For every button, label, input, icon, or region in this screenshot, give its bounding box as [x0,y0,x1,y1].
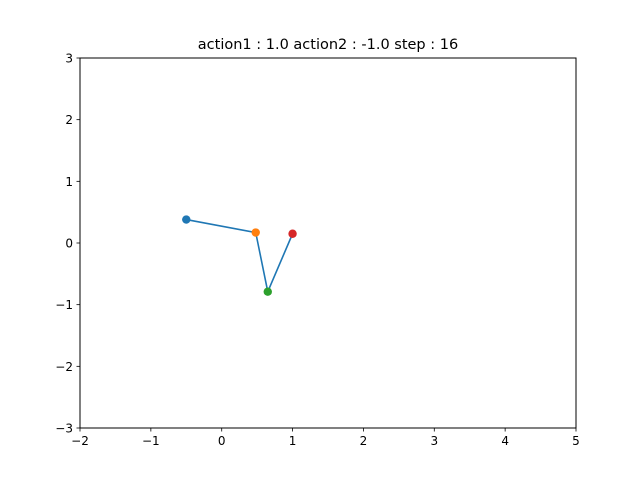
x-tick-label: 1 [289,434,297,448]
x-tick-label: 2 [360,434,368,448]
y-tick-label: 0 [65,237,73,251]
x-tick-label: −2 [71,434,89,448]
x-tick-label: 4 [501,434,509,448]
x-axis: −2 −1 0 1 2 3 4 5 [71,428,580,448]
plot-area [182,215,297,296]
data-point-2 [251,228,260,237]
x-tick-label: 0 [218,434,226,448]
x-tick-label: −1 [142,434,160,448]
data-point-4 [288,229,297,238]
x-tick-label: 3 [430,434,438,448]
data-point-1 [182,215,191,224]
y-axis: −3 −2 −1 0 1 2 3 [55,52,80,436]
y-tick-label: 3 [65,52,73,66]
data-point-3 [263,287,272,296]
chart-title: action1 : 1.0 action2 : -1.0 step : 16 [198,37,458,53]
series-line [186,218,294,295]
y-tick-label: −1 [55,298,73,312]
y-tick-label: 1 [65,175,73,189]
y-tick-label: 2 [65,113,73,127]
y-tick-label: −3 [55,422,73,436]
y-tick-label: −2 [55,360,73,374]
x-tick-label: 5 [572,434,580,448]
